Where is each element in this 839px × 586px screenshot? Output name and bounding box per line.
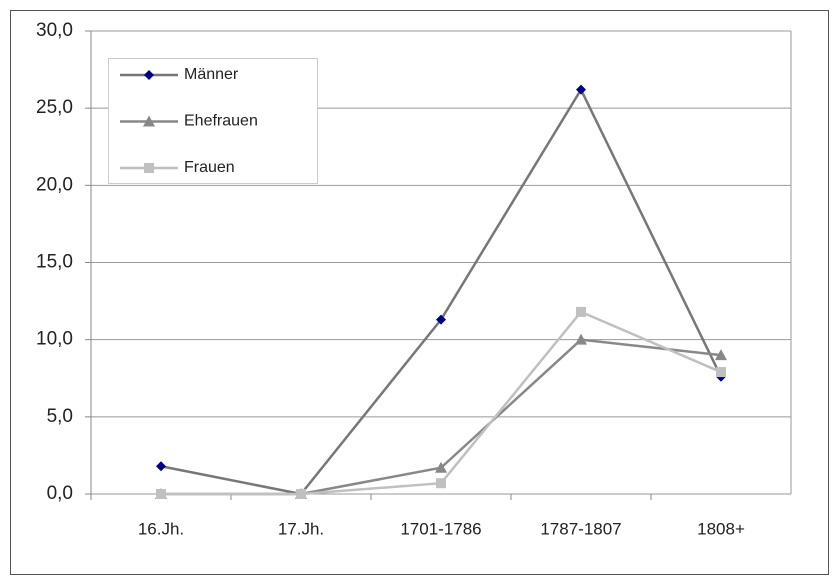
- point: [715, 349, 727, 361]
- point: [436, 478, 446, 489]
- x-tick-label: 1808+: [697, 519, 745, 538]
- point: [575, 333, 587, 345]
- legend-label: Ehefrauen: [184, 113, 258, 130]
- y-tick-label: 15,0: [36, 252, 73, 273]
- point: [576, 306, 586, 317]
- y-tick-label: 20,0: [36, 174, 73, 195]
- point: [296, 489, 306, 499]
- legend-marker: [143, 115, 155, 127]
- point: [716, 367, 726, 378]
- y-tick-label: 30,0: [36, 20, 73, 41]
- legend-label: Männer: [184, 66, 239, 83]
- point: [436, 314, 446, 325]
- legend-label: Frauen: [184, 159, 235, 176]
- y-tick-label: 10,0: [36, 329, 73, 350]
- point: [156, 489, 166, 499]
- legend-marker: [144, 163, 154, 173]
- x-tick-label: 16.Jh.: [138, 519, 184, 538]
- point: [576, 84, 586, 95]
- point: [156, 461, 166, 472]
- x-tick-label: 17.Jh.: [278, 519, 324, 538]
- y-tick-label: 0,0: [47, 483, 73, 504]
- y-tick-label: 5,0: [47, 406, 73, 427]
- legend-marker: [144, 70, 154, 80]
- point: [435, 461, 447, 473]
- y-tick-label: 25,0: [36, 97, 73, 118]
- x-tick-label: 1701-1786: [400, 519, 481, 538]
- x-tick-label: 1787-1807: [540, 519, 621, 538]
